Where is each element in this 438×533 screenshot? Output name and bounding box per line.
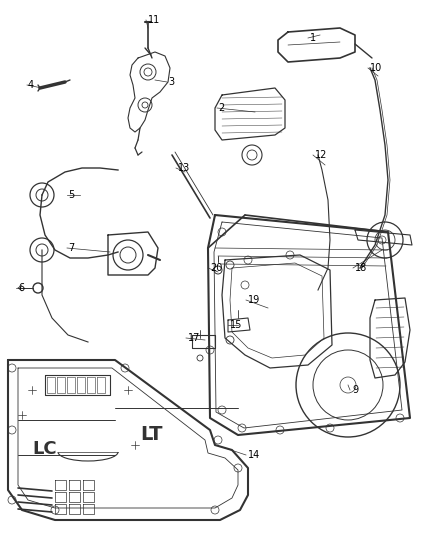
Text: 6: 6 [18,283,24,293]
Text: 15: 15 [230,320,242,330]
Text: 13: 13 [178,163,190,173]
Text: 11: 11 [148,15,160,25]
Text: 3: 3 [168,77,174,87]
Text: 12: 12 [315,150,327,160]
Text: 4: 4 [28,80,34,90]
Text: 2: 2 [218,103,224,113]
Text: 7: 7 [68,243,74,253]
Text: 5: 5 [68,190,74,200]
Text: 10: 10 [370,63,382,73]
Text: 14: 14 [248,450,260,460]
Text: 1: 1 [310,33,316,43]
Text: LT: LT [140,425,162,444]
Text: 19: 19 [248,295,260,305]
Text: 18: 18 [355,263,367,273]
Text: 20: 20 [210,263,223,273]
Text: 9: 9 [352,385,358,395]
Text: LC: LC [32,440,57,458]
Text: 17: 17 [188,333,200,343]
